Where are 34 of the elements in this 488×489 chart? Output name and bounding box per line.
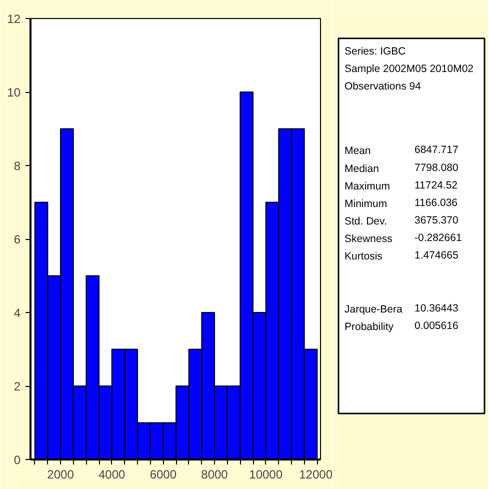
- x-tick-label: 4000: [98, 468, 126, 482]
- text: 11724.52: [414, 179, 458, 192]
- x-tick-label: 6000: [150, 468, 177, 482]
- text: 1166.036: [414, 196, 458, 209]
- x-tick-label: 10000: [249, 468, 283, 482]
- text: 0.005616: [414, 320, 458, 332]
- text: 1.474665: [414, 250, 458, 262]
- text: 10.36443: [414, 302, 458, 314]
- text: -0.282661: [414, 232, 462, 244]
- text: Series: IGBC: [344, 46, 406, 58]
- x-tick-label: 12000: [299, 468, 333, 482]
- text: Probability: [344, 321, 394, 334]
- y-tick-label: 8: [14, 159, 21, 173]
- text: 3675.370: [414, 214, 458, 227]
- text: Observations 94: [344, 80, 422, 93]
- y-tick-label: 6: [14, 232, 21, 246]
- text: Kurtosis: [344, 250, 382, 263]
- text: Median: [344, 162, 380, 175]
- y-tick-label: 10: [7, 86, 21, 100]
- text: Skewness: [344, 233, 392, 246]
- text: Minimum: [344, 198, 388, 210]
- text: 6847.717: [414, 144, 458, 156]
- y-tick-label: 0: [14, 453, 21, 467]
- text: Maximum: [344, 180, 390, 192]
- y-tick-label: 12: [7, 12, 21, 26]
- text: 7798.080: [414, 162, 458, 174]
- text: Sample 2002M05 2010M02: [344, 63, 474, 76]
- text: Mean: [344, 145, 371, 158]
- y-tick-label: 2: [14, 380, 21, 394]
- text: Std. Dev.: [344, 216, 387, 228]
- x-tick-label: 2000: [47, 468, 74, 482]
- y-tick-label: 4: [14, 306, 21, 320]
- text: Jarque-Bera: [344, 303, 402, 316]
- x-tick-label: 8000: [201, 468, 228, 482]
